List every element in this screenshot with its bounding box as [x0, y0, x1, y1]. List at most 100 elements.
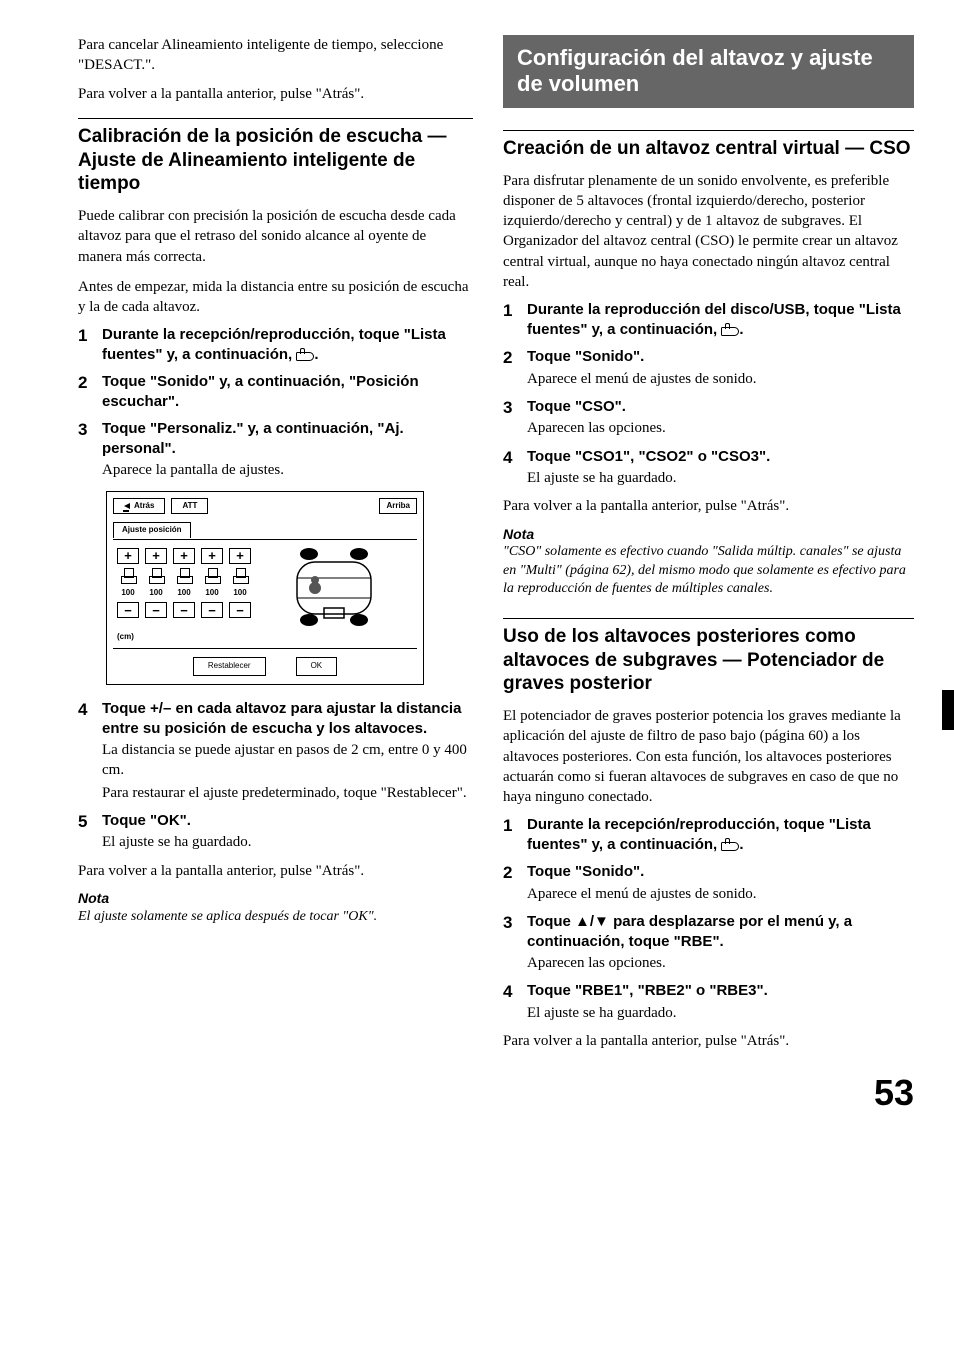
step-head: Toque "Sonido" y, a continuación, "Posic… [102, 372, 473, 411]
step-head: Toque +/– en cada altavoz para ajustar l… [102, 699, 473, 738]
step-head: Durante la reproducción del disco/USB, t… [527, 300, 914, 339]
plus-button[interactable]: + [145, 548, 167, 564]
ok-button[interactable]: OK [296, 657, 338, 676]
step-desc: Aparece la pantalla de ajustes. [102, 460, 473, 480]
step-1: 1 Durante la recepción/reproducción, toq… [503, 815, 914, 854]
step-number: 1 [503, 300, 527, 339]
left-column: Para cancelar Alineamiento inteligente d… [78, 35, 473, 1118]
step-desc: Aparece el menú de ajustes de sonido. [527, 369, 914, 389]
minus-button[interactable]: − [201, 602, 223, 618]
step-number: 3 [503, 912, 527, 973]
toolbox-icon [721, 840, 739, 850]
step-desc: Para restaurar el ajuste predeterminado,… [102, 783, 473, 803]
slider-col: + 100 − [173, 548, 195, 626]
step-2: 2 Toque "Sonido". Aparece el menú de aju… [503, 347, 914, 389]
paragraph: El potenciador de graves posterior poten… [503, 706, 914, 807]
step-2: 2 Toque "Sonido" y, a continuación, "Pos… [78, 372, 473, 411]
note-body: "CSO" solamente es efectivo cuando "Sali… [503, 543, 914, 598]
step-head: Toque "RBE1", "RBE2" o "RBE3". [527, 981, 914, 1001]
intro-text-2: Para volver a la pantalla anterior, puls… [78, 84, 473, 104]
slider-value: 100 [121, 588, 134, 599]
note-heading: Nota [78, 889, 473, 908]
slider-col: + 100 − [117, 548, 139, 626]
page-columns: Para cancelar Alineamiento inteligente d… [78, 35, 914, 1118]
step-head: Toque "CSO1", "CSO2" o "CSO3". [527, 447, 914, 467]
step-number: 2 [78, 372, 102, 411]
plus-button[interactable]: + [201, 548, 223, 564]
step-number: 4 [503, 981, 527, 1023]
step-desc: Aparecen las opciones. [527, 953, 914, 973]
right-column: Configuración del altavoz y ajuste de vo… [503, 35, 914, 1118]
step-head: Toque "Sonido". [527, 862, 914, 882]
slider-col: + 100 − [201, 548, 223, 626]
section-rule [503, 130, 914, 131]
step-2: 2 Toque "Sonido". Aparece el menú de aju… [503, 862, 914, 904]
step-number: 1 [503, 815, 527, 854]
paragraph: Para disfrutar plenamente de un sonido e… [503, 171, 914, 293]
step-head: Toque "CSO". [527, 397, 914, 417]
step-desc: Aparece el menú de ajustes de sonido. [527, 884, 914, 904]
back-button[interactable]: Atrás [113, 498, 165, 515]
step-number: 3 [78, 419, 102, 480]
slider-value: 100 [177, 588, 190, 599]
step-number: 2 [503, 862, 527, 904]
step-3: 3 Toque "Personaliz." y, a continuación,… [78, 419, 473, 480]
fig-tab-label: Ajuste posición [113, 522, 191, 538]
minus-button[interactable]: − [173, 602, 195, 618]
car-diagram-icon [251, 548, 417, 626]
step-number: 4 [78, 699, 102, 803]
step-1: 1 Durante la recepción/reproducción, toq… [78, 325, 473, 364]
speaker-icon [147, 568, 165, 584]
speaker-icon [203, 568, 221, 584]
slider-value: 100 [205, 588, 218, 599]
note-heading: Nota [503, 525, 914, 544]
step-number: 2 [503, 347, 527, 389]
step-1: 1 Durante la reproducción del disco/USB,… [503, 300, 914, 339]
step-5: 5 Toque "OK". El ajuste se ha guardado. [78, 811, 473, 853]
step-head: Toque "Sonido". [527, 347, 914, 367]
step-head: Toque "Personaliz." y, a continuación, "… [102, 419, 473, 458]
step-desc: El ajuste se ha guardado. [527, 1003, 914, 1023]
step-head: Toque ▲/▼ para desplazarse por el menú y… [527, 912, 914, 951]
slider-value: 100 [149, 588, 162, 599]
step-number: 4 [503, 447, 527, 489]
step-number: 3 [503, 397, 527, 439]
intro-text-1: Para cancelar Alineamiento inteligente d… [78, 35, 473, 76]
up-button[interactable]: Arriba [379, 498, 417, 515]
step-head: Toque "OK". [102, 811, 473, 831]
settings-screenshot: Atrás ATT Arriba Ajuste posición + 100 −… [106, 491, 424, 686]
section-heading-rbe: Uso de los altavoces posteriores como al… [503, 625, 914, 696]
speaker-icon [231, 568, 249, 584]
step-number: 1 [78, 325, 102, 364]
step-4: 4 Toque +/– en cada altavoz para ajustar… [78, 699, 473, 803]
toolbox-icon [721, 325, 739, 335]
note-body: El ajuste solamente se aplica después de… [78, 908, 473, 926]
paragraph: Puede calibrar con precisión la posición… [78, 206, 473, 267]
plus-button[interactable]: + [229, 548, 251, 564]
unit-label: (cm) [107, 630, 423, 649]
step-number: 5 [78, 811, 102, 853]
slider-group: + 100 − + 100 − + 100 [113, 548, 251, 626]
chapter-banner: Configuración del altavoz y ajuste de vo… [503, 35, 914, 108]
paragraph: Para volver a la pantalla anterior, puls… [503, 496, 914, 516]
step-4: 4 Toque "RBE1", "RBE2" o "RBE3". El ajus… [503, 981, 914, 1023]
slider-col: + 100 − [229, 548, 251, 626]
fig-topbar: Atrás ATT Arriba [107, 492, 423, 519]
step-head: Durante la recepción/reproducción, toque… [527, 815, 914, 854]
step-desc: El ajuste se ha guardado. [527, 468, 914, 488]
step-3: 3 Toque ▲/▼ para desplazarse por el menú… [503, 912, 914, 973]
section-heading-cso: Creación de un altavoz central virtual —… [503, 137, 914, 161]
minus-button[interactable]: − [145, 602, 167, 618]
step-desc: El ajuste se ha guardado. [102, 832, 473, 852]
step-desc: La distancia se puede ajustar en pasos d… [102, 740, 473, 781]
step-3: 3 Toque "CSO". Aparecen las opciones. [503, 397, 914, 439]
minus-button[interactable]: − [117, 602, 139, 618]
speaker-icon [175, 568, 193, 584]
plus-button[interactable]: + [173, 548, 195, 564]
speaker-icon [119, 568, 137, 584]
step-desc: Aparecen las opciones. [527, 418, 914, 438]
minus-button[interactable]: − [229, 602, 251, 618]
plus-button[interactable]: + [117, 548, 139, 564]
att-button[interactable]: ATT [171, 498, 208, 515]
reset-button[interactable]: Restablecer [193, 657, 266, 676]
